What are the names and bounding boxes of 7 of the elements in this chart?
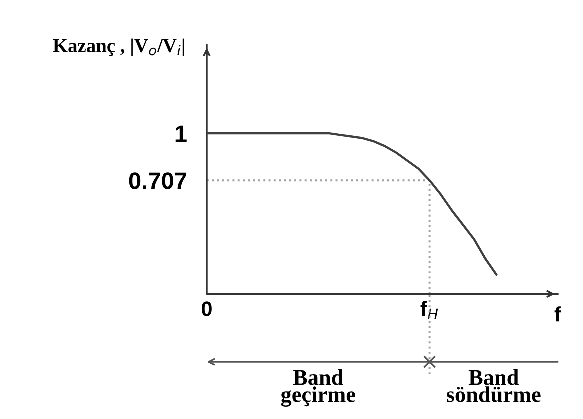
y-axis-title: Kazanç , |V$_{o}$/V$_{i}$|	[53, 38, 184, 56]
y-tick-label: 1	[176, 126, 187, 142]
x-axis-title: f	[554, 306, 562, 322]
x-tick-label: 0	[202, 302, 212, 316]
y-tick-label: 0.707	[129, 172, 186, 190]
text: Band geçirme	[281, 370, 356, 407]
text: Band söndürme	[447, 370, 541, 402]
